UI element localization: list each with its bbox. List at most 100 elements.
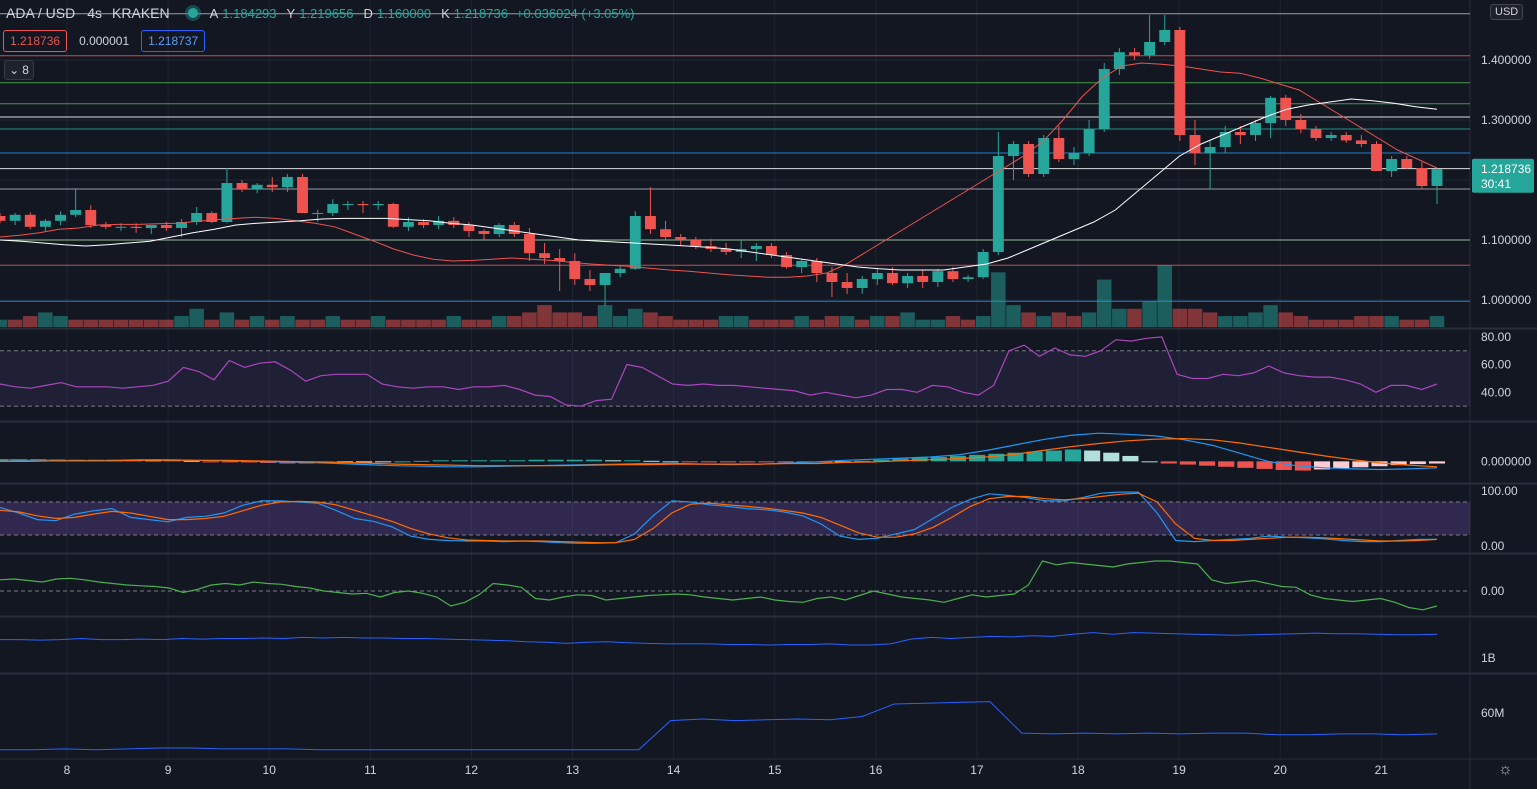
volume-bar [1187, 308, 1203, 327]
candle [1234, 126, 1246, 144]
candle [1008, 141, 1019, 180]
time-axis-label: 9 [165, 763, 172, 777]
volume-bar [144, 319, 159, 327]
volume-bar [461, 319, 477, 327]
time-axis-label: 10 [263, 763, 277, 777]
volume-bar [522, 312, 537, 327]
volume-bar [1127, 308, 1142, 327]
candle-body [372, 204, 384, 206]
indicators-collapse-button[interactable]: ⌄ 8 [4, 60, 34, 80]
volume-bar [703, 319, 719, 327]
macd-histogram-bar [988, 453, 1005, 462]
symbol-name[interactable]: ADA / USD [6, 5, 76, 21]
volume-bar [945, 316, 961, 327]
volume-bar [249, 316, 265, 327]
symbol-header: ADA / USD 4s KRAKEN A 1.184293 Y 1.219656 … [6, 5, 635, 21]
candle [1340, 132, 1352, 143]
candle [539, 243, 550, 264]
candle-body [1008, 144, 1019, 156]
macd-histogram-bar [1371, 461, 1388, 467]
volume-bar [1429, 316, 1445, 327]
candle-body [826, 273, 838, 282]
candle-body [145, 225, 157, 228]
candle-body [554, 258, 566, 261]
settings-icon[interactable]: ☼ [1498, 761, 1513, 778]
time-axis-label: 17 [970, 763, 984, 777]
spread-value: 0.000001 [79, 34, 130, 48]
candle-body [478, 231, 490, 234]
macd-histogram-bar [375, 461, 392, 463]
volume-bar [537, 305, 552, 327]
macd-histogram-bar [643, 460, 660, 462]
candle-body [251, 184, 263, 189]
macd-histogram-bar [1064, 449, 1082, 462]
candle [1250, 120, 1261, 141]
volume-bar [1354, 316, 1369, 327]
macd-histogram-bar [221, 461, 238, 463]
candle-body [1053, 138, 1065, 159]
macd-histogram-bar [1275, 461, 1292, 471]
candle-body [418, 222, 429, 225]
candle [765, 243, 777, 258]
candle [554, 249, 566, 291]
candle-body [1340, 135, 1352, 141]
chevron-down-icon: ⌄ [9, 63, 20, 77]
macd-histogram-bar [758, 461, 775, 463]
candle-body [584, 279, 596, 285]
volume-bar [310, 319, 325, 327]
volume-indicator-axis-label: 60M [1481, 706, 1504, 720]
interval[interactable]: 4s [87, 5, 103, 21]
candle [962, 274, 974, 282]
buy-button[interactable]: 1.218737 [141, 30, 206, 52]
candle [750, 243, 762, 261]
candle [478, 229, 490, 240]
candle [1083, 120, 1095, 156]
volume-bar [355, 319, 371, 327]
candle [39, 219, 51, 231]
volume-bar [779, 319, 794, 327]
candle [1371, 141, 1382, 171]
sell-button[interactable]: 1.218736 [3, 30, 68, 52]
candle-body [871, 273, 883, 279]
candle-body [1083, 129, 1095, 153]
candle-body [342, 204, 354, 205]
macd-histogram-bar [911, 457, 928, 462]
candle-body [917, 276, 929, 282]
candle-body [523, 234, 535, 254]
candle [145, 225, 157, 234]
candle-body [1113, 52, 1125, 69]
volume-bar [1112, 308, 1127, 327]
candle [100, 222, 112, 230]
candle [1113, 48, 1125, 75]
volume-bar [159, 319, 174, 327]
candle [297, 174, 308, 213]
candle-body [1325, 135, 1337, 138]
candle-body [387, 204, 399, 227]
volume-bar [1414, 319, 1430, 327]
volume-bar [1006, 305, 1021, 327]
rsi-band [0, 350, 1470, 407]
candle [1144, 15, 1156, 59]
macd-histogram-bar [183, 460, 200, 462]
candle-body [281, 177, 293, 188]
currency-button[interactable]: USD [1490, 4, 1524, 20]
volume-bar [854, 319, 870, 327]
candle-body [1204, 147, 1216, 153]
volume-bar [1338, 319, 1354, 327]
candle-body [0, 216, 6, 221]
macd-histogram-bar [490, 460, 507, 462]
volume-bar [1157, 265, 1172, 327]
macd-histogram-bar [585, 459, 603, 462]
candle-body [841, 282, 853, 288]
time-axis-label: 21 [1375, 763, 1389, 777]
oscillator-line [0, 560, 1438, 611]
candle [1280, 94, 1292, 126]
candle [599, 273, 611, 306]
candle-body [266, 184, 278, 188]
macd-histogram-bar [1409, 461, 1426, 465]
candle [1219, 126, 1231, 153]
candle-body [992, 156, 1004, 252]
candle [1098, 63, 1110, 132]
candle [871, 268, 883, 285]
